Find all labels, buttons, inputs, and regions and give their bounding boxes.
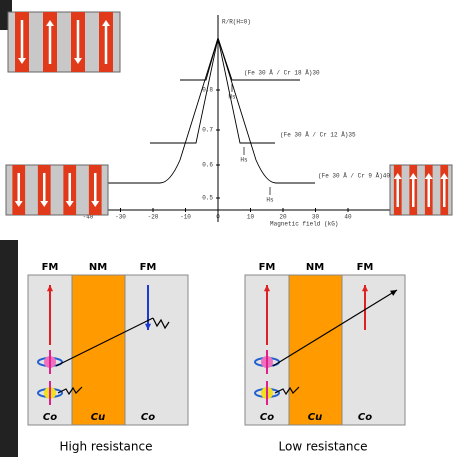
y-axis-label: R/R(H=0) xyxy=(222,19,251,26)
x-tick-label: 20 xyxy=(279,214,287,221)
spin-head xyxy=(102,20,110,26)
arrow-head xyxy=(361,285,369,292)
arrow-head xyxy=(263,285,271,292)
x-tick-label: 0 xyxy=(216,214,220,221)
curve-label: (Fe 30 Å / Cr 12 Å)35 xyxy=(280,132,356,139)
layer-type: FM xyxy=(140,262,157,273)
left-shadow xyxy=(0,240,18,457)
x-tick-label: -40 xyxy=(83,214,94,221)
spin-head xyxy=(74,58,82,64)
material: Co xyxy=(43,412,57,423)
layer-type: NM xyxy=(306,262,324,273)
layer-type: FM xyxy=(357,262,374,273)
material: Cu xyxy=(91,412,105,423)
nm-layer xyxy=(71,274,126,426)
x-tick-label: -10 xyxy=(180,214,191,221)
spin-icons xyxy=(5,11,453,216)
material: Cu xyxy=(308,412,322,423)
caption: Low resistance xyxy=(279,440,368,454)
panels: FM Co NM Cu FM Co High resistance FM Co NM Cu FM Co L… xyxy=(27,262,406,454)
arrow-head xyxy=(390,290,397,296)
layer-type: FM xyxy=(42,262,59,273)
spin-head xyxy=(393,173,402,179)
y-tick-label: 0.8 xyxy=(202,87,213,94)
hs-label: Hs xyxy=(240,157,248,164)
spin-head xyxy=(440,173,449,179)
arrow-head xyxy=(144,323,152,330)
scatter-short xyxy=(274,386,300,396)
scatter-short xyxy=(57,386,83,396)
y-tick-label: 0.7 xyxy=(202,127,213,134)
spin-head xyxy=(91,201,100,207)
scatter xyxy=(152,317,170,330)
spin-head xyxy=(409,173,418,179)
x-tick-label: -20 xyxy=(148,214,159,221)
hs-label: Hs xyxy=(266,197,274,204)
layer-type: NM xyxy=(89,262,107,273)
x-tick-label: 40 xyxy=(344,214,352,221)
layer-type: FM xyxy=(259,262,276,273)
curve xyxy=(100,36,315,184)
caption: High resistance xyxy=(60,440,153,454)
material: Co xyxy=(260,412,274,423)
y-tick-label: 0.5 xyxy=(202,195,213,202)
arrow-line xyxy=(272,289,398,367)
spin-head xyxy=(65,201,74,207)
y-tick-label: 0.6 xyxy=(202,162,213,169)
curve-label: (Fe 30 Å / Cr 9 Å)40 xyxy=(318,173,390,180)
spin-head xyxy=(18,58,26,64)
x-tick-label: 30 xyxy=(312,214,320,221)
x-tick-label: 10 xyxy=(247,214,255,221)
curve-label: (Fe 30 Å / Cr 18 Å)30 xyxy=(244,70,320,77)
nm-layer xyxy=(288,274,343,426)
x-axis-label: Magnetic field (kG) xyxy=(270,221,338,228)
spin-head xyxy=(424,173,433,179)
hs-label: Hs xyxy=(228,94,236,101)
gmr-plot: R/R(H=0) Magnetic field (kG) -40 -30 -20 -10 0… xyxy=(83,15,395,228)
x-tick-label: -30 xyxy=(115,214,126,221)
spin-head xyxy=(40,201,49,207)
material: Co xyxy=(358,412,372,423)
spin-head xyxy=(46,20,54,26)
arrow-head xyxy=(46,285,54,292)
path-line xyxy=(55,317,154,367)
material: Co xyxy=(141,412,155,423)
spin-head xyxy=(14,201,23,207)
